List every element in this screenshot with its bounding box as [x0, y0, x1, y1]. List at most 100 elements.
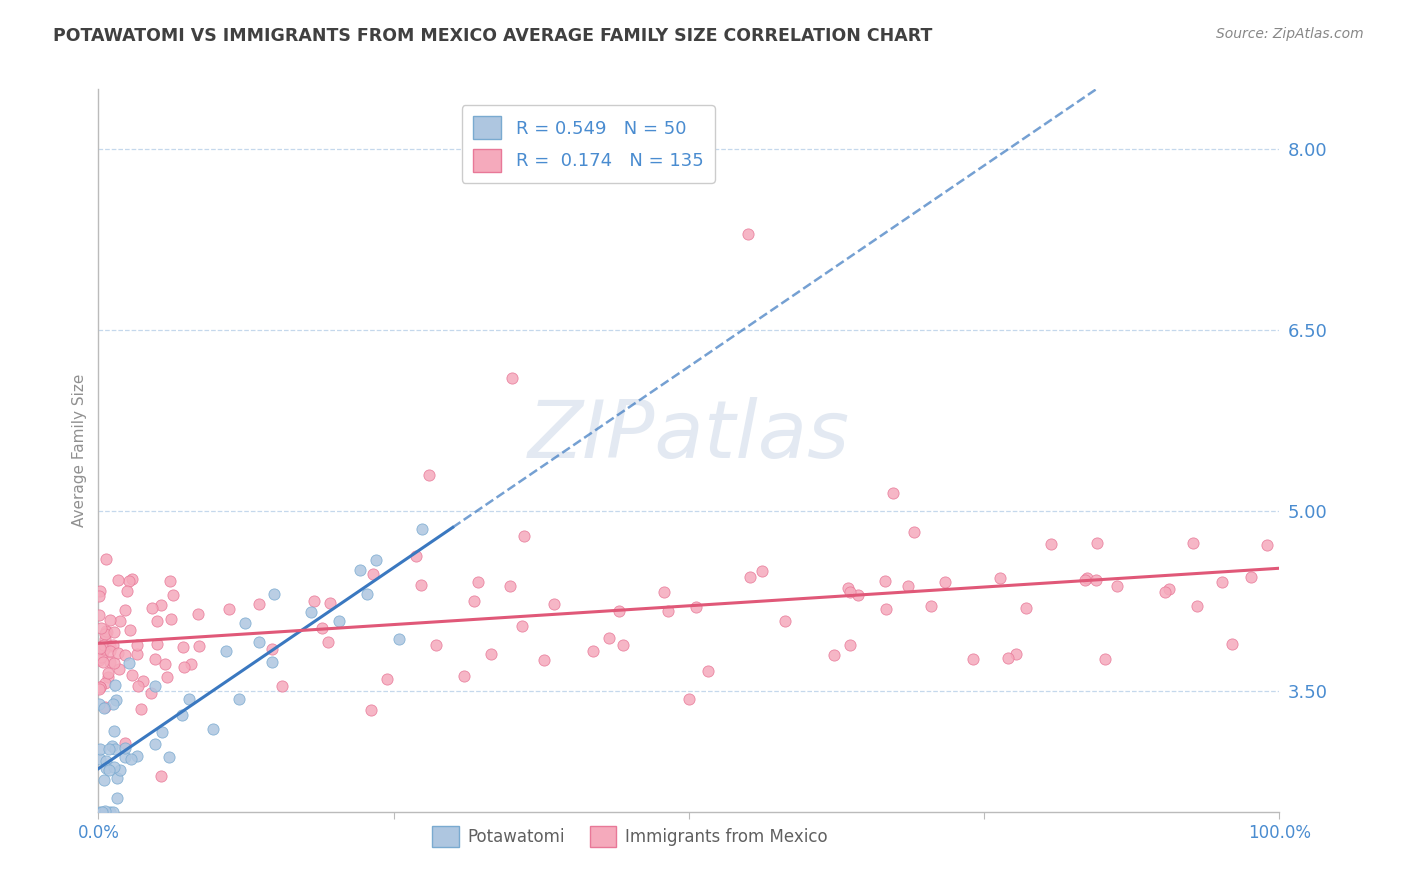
Point: [157, 750, 180, 764]
Point: [89, 680, 111, 694]
Point: [90, 621, 112, 635]
Point: [146, 615, 169, 629]
Point: [1182, 536, 1205, 550]
Point: [107, 647, 129, 661]
Point: [215, 643, 238, 657]
Point: [543, 597, 565, 611]
Point: [582, 644, 605, 658]
Point: [696, 664, 718, 678]
Point: [90, 805, 112, 819]
Point: [823, 648, 845, 663]
Point: [94, 699, 117, 714]
Point: [98, 639, 121, 653]
Point: [479, 648, 502, 662]
Point: [94, 551, 117, 566]
Point: [118, 574, 141, 588]
Point: [513, 529, 536, 543]
Point: [311, 621, 333, 635]
Point: [89, 682, 111, 697]
Point: [510, 619, 533, 633]
Point: [156, 670, 179, 684]
Point: [247, 597, 270, 611]
Point: [652, 585, 675, 599]
Point: [127, 638, 149, 652]
Point: [105, 790, 128, 805]
Point: [143, 737, 166, 751]
Point: [114, 736, 136, 750]
Point: [153, 657, 176, 672]
Point: [96, 625, 118, 640]
Point: [96, 624, 118, 638]
Point: [839, 585, 862, 599]
Point: [150, 768, 173, 783]
Point: [375, 672, 398, 686]
Point: [170, 707, 193, 722]
Point: [233, 615, 256, 630]
Point: [98, 742, 121, 756]
Point: [453, 668, 475, 682]
Point: [177, 692, 200, 706]
Point: [405, 549, 427, 563]
Point: [94, 676, 117, 690]
Point: [260, 655, 283, 669]
Point: [218, 602, 240, 616]
Point: [93, 701, 115, 715]
Point: [93, 638, 115, 652]
Point: [103, 624, 125, 639]
Point: [657, 604, 679, 618]
Point: [678, 692, 700, 706]
Point: [202, 722, 225, 736]
Point: [114, 648, 136, 662]
Point: [115, 583, 138, 598]
Point: [125, 749, 148, 764]
Point: [838, 638, 860, 652]
Point: [118, 656, 141, 670]
Point: [873, 574, 896, 588]
Point: [108, 614, 131, 628]
Point: [1004, 648, 1026, 662]
Point: [143, 652, 166, 666]
Point: [146, 637, 169, 651]
Point: [122, 865, 145, 880]
Point: [120, 752, 142, 766]
Point: [187, 607, 209, 621]
Point: [316, 635, 339, 649]
Point: [87, 589, 110, 603]
Point: [411, 522, 433, 536]
Point: [467, 574, 489, 589]
Point: [105, 771, 128, 785]
Point: [411, 578, 433, 592]
Point: [1211, 574, 1233, 589]
Point: [1085, 535, 1108, 549]
Point: [96, 761, 118, 775]
Point: [94, 626, 117, 640]
Point: [104, 693, 127, 707]
Point: [98, 644, 121, 658]
Point: [920, 599, 942, 613]
Point: [302, 594, 325, 608]
Point: [501, 371, 523, 385]
Point: [141, 601, 163, 615]
Point: [463, 594, 485, 608]
Point: [93, 805, 115, 819]
Point: [114, 741, 136, 756]
Point: [125, 647, 148, 661]
Point: [150, 724, 173, 739]
Point: [607, 605, 630, 619]
Point: [418, 467, 440, 482]
Point: [425, 638, 447, 652]
Point: [988, 571, 1011, 585]
Point: [499, 579, 522, 593]
Point: [299, 606, 322, 620]
Point: [388, 632, 411, 646]
Legend: Potawatomi, Immigrants from Mexico: Potawatomi, Immigrants from Mexico: [426, 819, 834, 854]
Point: [129, 702, 152, 716]
Point: [107, 573, 129, 587]
Point: [361, 566, 384, 581]
Point: [87, 697, 110, 711]
Point: [1076, 571, 1098, 585]
Point: [93, 644, 115, 658]
Point: [114, 603, 136, 617]
Point: [94, 632, 117, 647]
Point: [89, 752, 111, 766]
